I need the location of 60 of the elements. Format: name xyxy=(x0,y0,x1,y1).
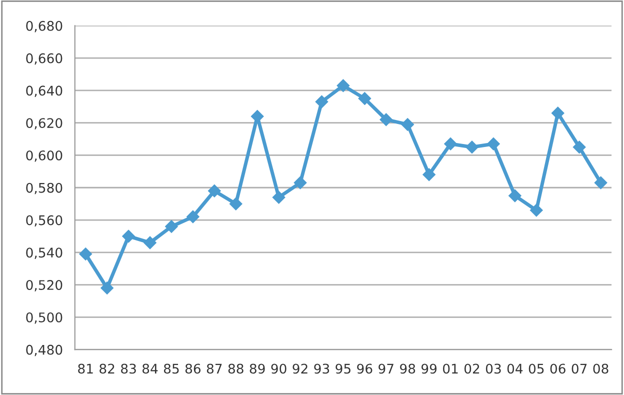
x-tick-label: 06 xyxy=(550,364,566,374)
point xyxy=(294,176,307,190)
y-tick-label: 0,520 xyxy=(26,280,62,292)
x-tick-label: 89 xyxy=(250,364,265,374)
x-tick-label: 02 xyxy=(464,364,480,374)
x-tick-label: 83 xyxy=(121,364,136,374)
x-tick-label: 01 xyxy=(443,364,458,374)
x-tick-label: 84 xyxy=(142,364,158,374)
x-tick-label: 96 xyxy=(357,364,372,374)
point xyxy=(186,210,200,224)
x-tick-label: 88 xyxy=(228,364,244,374)
y-tick-label: 0,600 xyxy=(26,150,62,162)
point xyxy=(79,248,92,260)
x-tick-label: 95 xyxy=(336,364,350,374)
point xyxy=(208,184,221,198)
x-tick-label: 08 xyxy=(593,364,608,374)
point xyxy=(100,282,114,294)
x-tick-label: 04 xyxy=(507,364,523,374)
y-tick-label: 0,620 xyxy=(26,118,62,130)
point xyxy=(422,168,436,182)
x-tick-label: 81 xyxy=(78,364,93,374)
x-tick-label: 82 xyxy=(100,364,114,374)
point xyxy=(358,92,372,105)
x-tick-label: 05 xyxy=(528,364,544,374)
point xyxy=(380,113,393,126)
point xyxy=(487,137,500,150)
point xyxy=(530,204,543,217)
x-tick-label: 92 xyxy=(292,364,308,374)
y-tick-label: 0,640 xyxy=(26,86,62,97)
x-tick-label: 99 xyxy=(422,364,437,374)
y-tick-label: 0,540 xyxy=(26,248,62,259)
point xyxy=(144,236,156,250)
point xyxy=(165,220,178,233)
x-tick-label: 93 xyxy=(314,364,330,374)
point xyxy=(401,118,414,131)
x-tick-label: 86 xyxy=(185,364,201,374)
y-tick-label: 0,680 xyxy=(26,20,62,32)
point xyxy=(122,230,135,243)
point xyxy=(594,176,608,190)
y-tick-label: 0,580 xyxy=(26,182,62,194)
point xyxy=(572,140,586,154)
point xyxy=(272,190,286,204)
x-tick-label: 87 xyxy=(206,364,222,374)
point xyxy=(466,140,478,154)
point xyxy=(336,79,350,92)
x-tick-label: 98 xyxy=(400,364,416,374)
point xyxy=(444,137,457,150)
y-tick-label: 0,500 xyxy=(26,312,62,324)
point xyxy=(508,189,522,202)
x-tick-label: 90 xyxy=(271,364,286,374)
x-tick-label: 97 xyxy=(378,364,394,374)
x-tick-label: 03 xyxy=(486,364,501,374)
x-tick-label: 07 xyxy=(572,364,587,374)
point xyxy=(551,106,564,120)
point xyxy=(229,197,242,210)
y-tick-label: 0,560 xyxy=(26,215,62,227)
y-tick-label: 0,480 xyxy=(26,344,62,356)
point xyxy=(315,95,328,108)
y-tick-label: 0,660 xyxy=(26,53,62,65)
x-tick-label: 85 xyxy=(164,364,179,374)
